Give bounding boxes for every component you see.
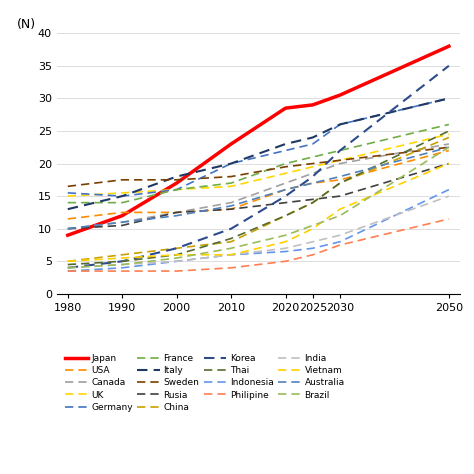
Legend: Japan, USA, Canada, UK, Germany, France, Italy, Sweden, Rusia, China, Korea, Tha: Japan, USA, Canada, UK, Germany, France,… xyxy=(62,351,348,415)
Text: (N): (N) xyxy=(17,18,36,30)
